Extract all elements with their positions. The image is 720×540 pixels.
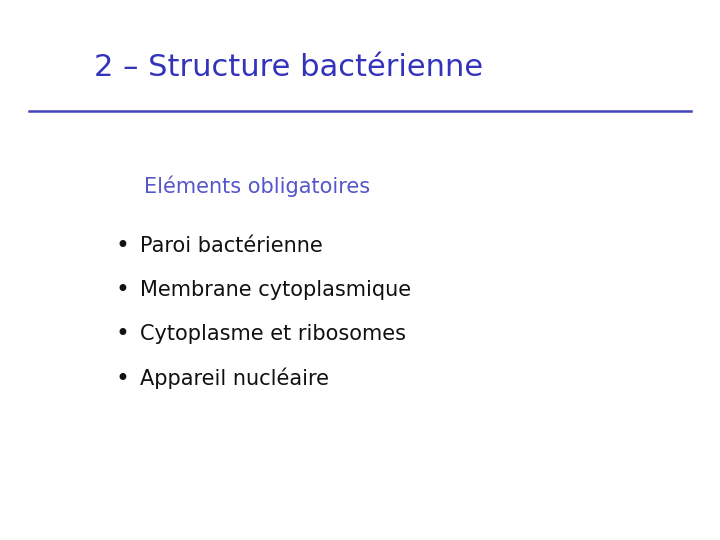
Text: Eléments obligatoires: Eléments obligatoires (144, 176, 370, 197)
Text: •: • (115, 234, 130, 258)
Text: Paroi bactérienne: Paroi bactérienne (140, 235, 323, 256)
Text: •: • (115, 367, 130, 390)
Text: •: • (115, 322, 130, 346)
Text: Membrane cytoplasmique: Membrane cytoplasmique (140, 280, 412, 300)
Text: Cytoplasme et ribosomes: Cytoplasme et ribosomes (140, 324, 406, 345)
Text: Appareil nucléaire: Appareil nucléaire (140, 368, 329, 389)
Text: •: • (115, 278, 130, 302)
Text: 2 – Structure bactérienne: 2 – Structure bactérienne (94, 53, 482, 82)
